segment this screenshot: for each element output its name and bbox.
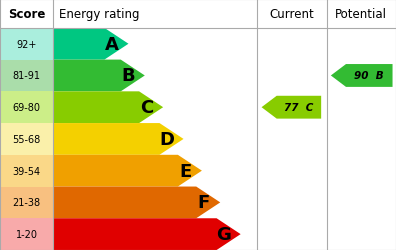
Bar — [0, 29, 53, 60]
Polygon shape — [331, 65, 392, 88]
Text: 1-20: 1-20 — [16, 229, 38, 239]
Text: A: A — [105, 36, 118, 54]
Polygon shape — [53, 187, 220, 218]
Text: 21-38: 21-38 — [13, 198, 41, 207]
Text: C: C — [140, 99, 153, 117]
Text: B: B — [121, 67, 135, 85]
Bar — [0, 218, 53, 250]
Polygon shape — [53, 60, 145, 92]
Bar — [0, 155, 53, 187]
Text: Current: Current — [270, 8, 314, 21]
Bar — [0, 60, 53, 92]
Text: E: E — [179, 162, 191, 180]
Polygon shape — [53, 92, 163, 124]
Bar — [0, 124, 53, 155]
Polygon shape — [262, 96, 321, 119]
Text: 81-91: 81-91 — [13, 71, 41, 81]
Text: 77  C: 77 C — [284, 103, 314, 113]
Bar — [0, 92, 53, 124]
Text: 90  B: 90 B — [354, 71, 384, 81]
Bar — [0, 0, 396, 29]
Polygon shape — [53, 29, 128, 60]
Text: D: D — [159, 130, 174, 148]
Polygon shape — [53, 124, 183, 155]
Text: F: F — [197, 194, 209, 212]
Text: G: G — [216, 225, 231, 243]
Bar — [0, 187, 53, 218]
Polygon shape — [53, 218, 241, 250]
Text: 69-80: 69-80 — [13, 103, 41, 113]
Text: Energy rating: Energy rating — [59, 8, 140, 21]
Text: 92+: 92+ — [17, 40, 37, 50]
Text: 39-54: 39-54 — [13, 166, 41, 176]
Text: Potential: Potential — [335, 8, 387, 21]
Text: 55-68: 55-68 — [13, 134, 41, 144]
Text: Score: Score — [8, 8, 46, 21]
Polygon shape — [53, 155, 202, 187]
